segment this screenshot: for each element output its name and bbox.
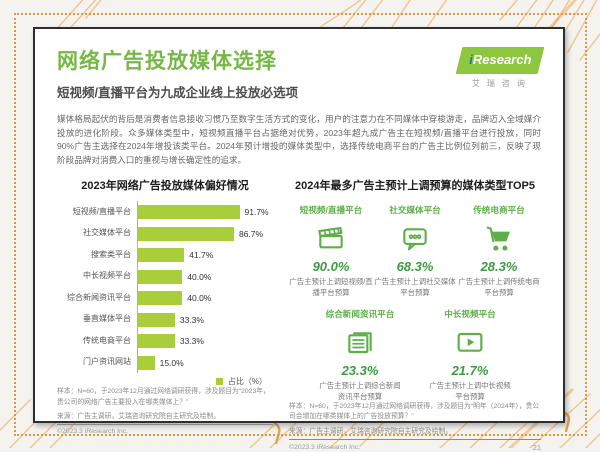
top5-item-percent: 28.3%: [480, 259, 518, 275]
top5-item-label: 传统电商平台: [473, 205, 525, 216]
top5-item: 传统电商平台 28.3% 广告主预计上调传统电商平台预算: [457, 204, 541, 298]
bar-chart-section: 2023年网络广告投放媒体偏好情况 短视频/直播平台 91.7% 社交媒体平台 …: [57, 177, 273, 435]
chat-bubble-icon: [373, 222, 457, 256]
copyright: ©2023.3 iResearch Inc.: [57, 427, 129, 435]
top5-title: 2024年最多广告主预计上调预算的媒体类型TOP5: [294, 180, 535, 193]
bar-chart-title: 2023年网络广告投放媒体偏好情况: [81, 180, 249, 193]
bar: [138, 355, 155, 370]
top5-item-percent: 23.3%: [341, 362, 379, 378]
source-note: 来源：广告主调研，艾瑞咨询研究院自主研究及绘制。: [57, 412, 221, 420]
bar: [138, 269, 183, 284]
page-subtitle: 短视频/直播平台为九成企业线上投放必选项: [57, 86, 298, 100]
top5-item-label: 短视频/直播平台: [299, 205, 363, 216]
page-title: 网络广告投放媒体选择: [57, 50, 277, 73]
chart-row: 传统电商平台 33.3%: [57, 330, 273, 352]
bar-value: 41.7%: [189, 250, 214, 261]
chart-row: 短视频/直播平台 91.7%: [57, 201, 273, 223]
top5-item-label: 社交媒体平台: [389, 205, 441, 216]
category-label: 综合新闻资讯平台: [67, 292, 131, 302]
category-label: 搜索类平台: [91, 249, 131, 259]
copyright: ©2023.3 iResearch Inc.: [289, 443, 361, 451]
legend-swatch: [215, 378, 223, 386]
chart-row: 社交媒体平台 86.7%: [57, 222, 273, 245]
iresearch-logo-mark: iResearch: [455, 47, 545, 74]
source-note: 来源：广告主调研，艾瑞咨询研究院自主研究及绘制。: [289, 427, 453, 435]
bar-track: 33.3%: [137, 308, 273, 331]
chart-row: 搜索类平台 41.7%: [57, 244, 273, 266]
logo-wordmark: Research: [472, 52, 532, 67]
sample-note: 样本：N=60，于2023年12月通过网络调研获得，涉及题目为“2023年，贵公…: [57, 388, 270, 406]
bar: [138, 226, 234, 241]
top5-item: 社交媒体平台 68.3% 广告主预计上调社交媒体平台预算: [373, 204, 457, 298]
chart-row: 中长视频平台 40.0%: [57, 265, 273, 288]
logo-chinese-name: 艾瑞咨询: [471, 79, 532, 88]
dotted-border-frame: [14, 13, 587, 436]
top5-row-1: 短视频/直播平台 90.0% 广告主预计上调短视频/直播平台预算 社交媒体平台: [289, 204, 541, 298]
video-player-icon: [428, 326, 512, 360]
bar-value: 40.0%: [187, 293, 212, 304]
bar-track: 33.3%: [137, 330, 273, 352]
top5-item: 中长视频平台 21.7% 广告主预计上调中长视频平台预算: [428, 308, 512, 402]
bar-track: 40.0%: [137, 287, 273, 309]
top5-item-label: 中长视频平台: [444, 308, 496, 319]
sample-note: 样本：N=60，于2023年12月通过网络调研获得，涉及题目为“明年（2024年…: [289, 403, 540, 421]
page-number: 21: [532, 442, 541, 452]
bar: [138, 248, 185, 263]
clapperboard-icon: [289, 222, 373, 256]
bar-track: 40.0%: [137, 265, 273, 288]
bar-value: 86.7%: [238, 228, 264, 239]
top5-section: 2024年最多广告主预计上调预算的媒体类型TOP5 短视频/直播平台 90.0%…: [289, 177, 541, 452]
category-label: 中长视频平台: [83, 271, 131, 281]
newspaper-icon: [318, 326, 402, 360]
top5-item: 综合新闻资讯平台 23.3% 广告主预计上调综合新闻资讯平台预算: [318, 308, 402, 402]
bar: [138, 334, 175, 349]
chart-row: 综合新闻资讯平台 40.0%: [57, 287, 273, 309]
top5-item-caption: 广告主预计上调传统电商平台预算: [458, 277, 540, 298]
bar-track: 15.0%: [137, 351, 273, 374]
bar-chart: 短视频/直播平台 91.7% 社交媒体平台 86.7% 搜索类平台 41.7% …: [57, 201, 273, 374]
category-label: 短视频/直播平台: [72, 206, 131, 216]
top5-row-2: 综合新闻资讯平台 23.3% 广告主预计上调综合新闻资讯平台预算 中长视频平台: [289, 308, 541, 402]
header: 网络广告投放媒体选择 短视频/直播平台为九成企业线上投放必选项 iResearc…: [57, 45, 545, 101]
category-label: 门户资讯网站: [83, 357, 131, 367]
bar-value: 33.3%: [179, 314, 204, 325]
top5-item-caption: 广告主预计上调短视频/直播平台预算: [289, 277, 373, 298]
shopping-cart-icon: [457, 222, 541, 256]
top5-item-percent: 90.0%: [312, 259, 350, 275]
top5-item-caption: 广告主预计上调社交媒体平台预算: [374, 277, 456, 298]
bar: [138, 312, 175, 327]
header-titles: 网络广告投放媒体选择 短视频/直播平台为九成企业线上投放必选项: [57, 45, 298, 101]
iresearch-logo: iResearch 艾瑞咨询: [455, 47, 545, 89]
footer-divider: [289, 438, 541, 440]
category-label: 传统电商平台: [83, 335, 131, 345]
bar-value: 33.3%: [179, 336, 204, 347]
category-label: 社交媒体平台: [83, 228, 131, 238]
bar-track: 86.7%: [137, 222, 273, 245]
bar-track: 91.7%: [137, 201, 273, 223]
report-card: 网络广告投放媒体选择 短视频/直播平台为九成企业线上投放必选项 iResearc…: [33, 27, 565, 452]
right-figure-footer: 样本：N=60，于2023年12月通过网络调研获得，涉及题目为“明年（2024年…: [289, 402, 541, 452]
top5-item: 短视频/直播平台 90.0% 广告主预计上调短视频/直播平台预算: [289, 204, 373, 298]
bar-value: 91.7%: [244, 207, 269, 218]
bar-value: 40.0%: [187, 271, 212, 282]
intro-paragraph: 媒体格局起伏的背后是消费者信息接收习惯乃至数字生活方式的变化，用户的注意力在不同…: [57, 114, 541, 165]
top5-item-caption: 广告主预计上调综合新闻资讯平台预算: [319, 380, 401, 401]
top5-item-percent: 21.7%: [451, 362, 489, 378]
chart-row: 垂直媒体平台 33.3%: [57, 308, 273, 331]
chart-legend: 占比（%）: [57, 376, 267, 387]
bar: [138, 291, 183, 306]
category-label: 垂直媒体平台: [83, 314, 131, 324]
main-content: 2023年网络广告投放媒体偏好情况 短视频/直播平台 91.7% 社交媒体平台 …: [57, 177, 541, 452]
top5-item-percent: 68.3%: [396, 259, 434, 275]
chart-row: 门户资讯网站 15.0%: [57, 351, 273, 374]
bar: [138, 205, 240, 220]
bar-track: 41.7%: [137, 244, 273, 266]
top5-item-caption: 广告主预计上调中长视频平台预算: [429, 380, 511, 401]
bar-value: 15.0%: [159, 357, 184, 368]
left-figure-footer: 样本：N=60，于2023年12月通过网络调研获得，涉及题目为“2023年，贵公…: [57, 387, 273, 435]
legend-label: 占比（%）: [227, 377, 267, 387]
footer-divider: [57, 423, 273, 425]
top5-item-label: 综合新闻资讯平台: [325, 308, 395, 319]
